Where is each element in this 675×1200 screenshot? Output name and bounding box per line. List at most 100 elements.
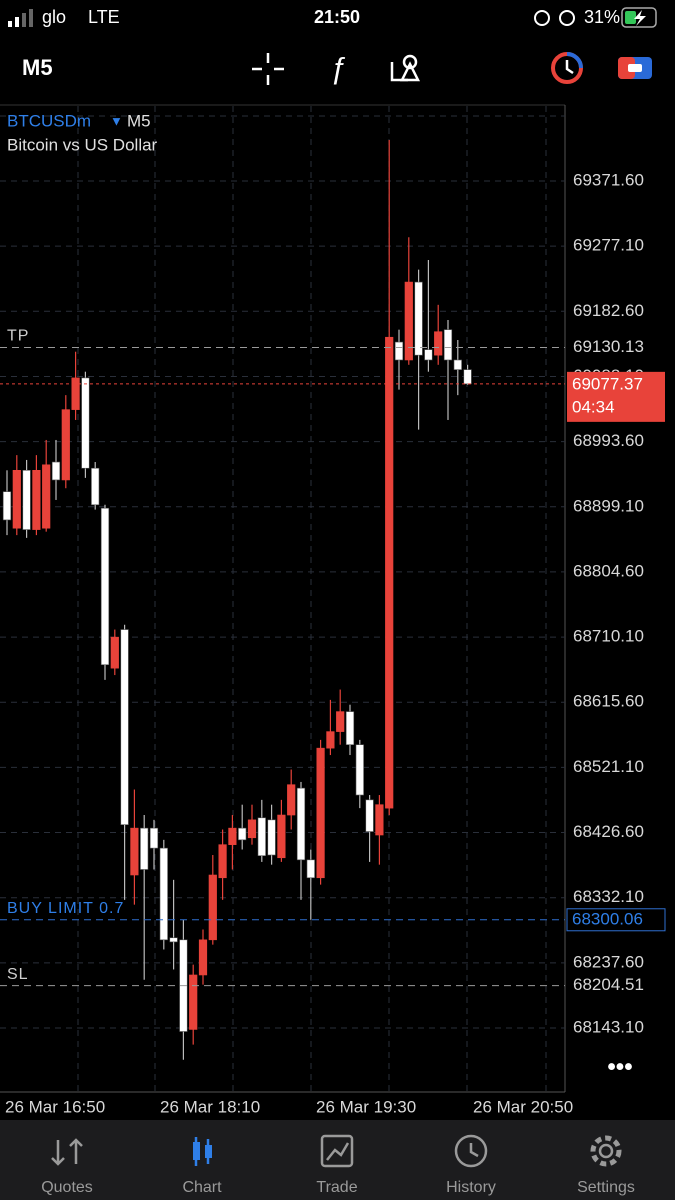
candle-body bbox=[355, 744, 364, 796]
candle-body bbox=[404, 281, 413, 361]
candle-body bbox=[110, 636, 119, 669]
candle-body bbox=[434, 331, 443, 356]
indicators-icon[interactable]: ƒ bbox=[330, 52, 347, 85]
symbol-dropdown[interactable]: ▼ bbox=[110, 113, 123, 128]
candle-body bbox=[130, 827, 139, 876]
candle-body bbox=[42, 464, 51, 529]
candle-body bbox=[169, 937, 178, 943]
candle-body bbox=[375, 804, 384, 836]
candle-body bbox=[189, 974, 198, 1030]
time-tick-label: 26 Mar 19:30 bbox=[316, 1097, 416, 1116]
buy-limit-label: BUY LIMIT 0.7 bbox=[7, 900, 124, 917]
price-tick-label: 68426.60 bbox=[573, 822, 644, 841]
nav-icons bbox=[51, 1134, 622, 1168]
candle-body bbox=[238, 827, 247, 841]
crosshair-icon[interactable] bbox=[252, 53, 284, 85]
price-tick-label: 68804.60 bbox=[573, 561, 644, 580]
nav-label[interactable]: History bbox=[446, 1179, 496, 1196]
candle-body bbox=[326, 731, 335, 749]
candle-body bbox=[2, 491, 12, 521]
candle-body bbox=[120, 629, 129, 825]
current-price: 69077.37 bbox=[572, 374, 643, 393]
current-price-box bbox=[567, 371, 665, 422]
tp-label: TP bbox=[7, 328, 29, 345]
candle-body bbox=[22, 469, 31, 530]
candle-body bbox=[81, 377, 90, 469]
candle-body bbox=[228, 827, 237, 845]
price-tick-label: 69371.60 bbox=[573, 170, 644, 189]
price-tick-label: 68237.60 bbox=[573, 952, 644, 971]
time-tick-label: 26 Mar 18:10 bbox=[160, 1097, 260, 1116]
candle-body bbox=[463, 369, 472, 385]
nav-label[interactable]: Chart bbox=[182, 1179, 222, 1196]
objects-icon[interactable] bbox=[390, 54, 421, 82]
time-tick-label: 26 Mar 16:50 bbox=[5, 1097, 105, 1116]
chart-icon[interactable] bbox=[193, 1137, 212, 1166]
price-tick-label: 69182.60 bbox=[573, 301, 644, 320]
battery-level bbox=[625, 11, 636, 24]
sl-price: 68204.51 bbox=[573, 975, 644, 994]
nav-label[interactable]: Trade bbox=[316, 1179, 357, 1196]
charging-icon bbox=[634, 10, 646, 26]
candle-body bbox=[287, 784, 296, 816]
trading-icon[interactable] bbox=[551, 52, 583, 84]
candle-body bbox=[316, 747, 325, 879]
candle-body bbox=[61, 409, 70, 481]
nav-bar bbox=[0, 1120, 675, 1200]
candle-body bbox=[12, 469, 21, 529]
status-bar: glo LTE 21:50 31% bbox=[8, 7, 657, 28]
trade-icon[interactable] bbox=[320, 1134, 354, 1168]
symbol-name[interactable]: BTCUSDm bbox=[7, 111, 91, 130]
bar-countdown: 04:34 bbox=[572, 397, 615, 416]
candle-body bbox=[91, 467, 100, 506]
price-tick-label: 68332.10 bbox=[573, 887, 644, 906]
alarm-icon bbox=[559, 10, 575, 26]
candle-body bbox=[277, 814, 286, 859]
candle-body bbox=[267, 819, 276, 856]
candle-body bbox=[51, 461, 61, 481]
price-tick-label: 68615.60 bbox=[573, 692, 644, 711]
candle-body bbox=[345, 711, 355, 746]
one-click-icon[interactable] bbox=[618, 57, 652, 79]
signal-bar bbox=[29, 9, 33, 27]
candle-body bbox=[394, 341, 404, 361]
battery bbox=[621, 7, 657, 28]
sl-price-bg bbox=[567, 974, 667, 997]
candle-body bbox=[296, 787, 306, 861]
buy-limit-price: 68300.06 bbox=[572, 909, 643, 928]
time-tick-label: 26 Mar 20:50 bbox=[473, 1097, 573, 1116]
timeframe-button[interactable]: M5 bbox=[22, 55, 53, 80]
sl-label: SL bbox=[7, 966, 29, 983]
chart-area bbox=[0, 104, 566, 1093]
signal-bar bbox=[8, 21, 12, 27]
candle-body bbox=[149, 827, 159, 849]
toolbar: M5 ƒ bbox=[22, 52, 652, 85]
nav-label[interactable]: Quotes bbox=[41, 1179, 93, 1196]
candle-body bbox=[100, 507, 110, 666]
quotes-icon[interactable] bbox=[51, 1138, 83, 1166]
candle-body bbox=[306, 859, 315, 879]
more-button[interactable]: ••• bbox=[607, 1053, 632, 1080]
price-tick-label: 68710.10 bbox=[573, 627, 644, 646]
price-tick-label: 68899.10 bbox=[573, 496, 644, 515]
signal-bar bbox=[15, 17, 19, 27]
candle-body bbox=[453, 359, 462, 370]
candle-body bbox=[32, 469, 41, 530]
history-icon[interactable] bbox=[454, 1134, 488, 1168]
price-tick-label: 68993.60 bbox=[573, 431, 644, 450]
signal-bar bbox=[22, 13, 26, 27]
nav-label[interactable]: Settings bbox=[577, 1179, 635, 1196]
settings-icon[interactable] bbox=[590, 1135, 622, 1167]
candle-body bbox=[336, 711, 345, 732]
price-tick-label: 68521.10 bbox=[573, 757, 644, 776]
candle-body bbox=[365, 799, 374, 832]
price-tick-label: 69277.10 bbox=[573, 236, 644, 255]
candle-body bbox=[385, 336, 394, 809]
carrier: glo bbox=[42, 7, 66, 27]
tp-price: 69130.13 bbox=[573, 337, 644, 356]
symbol-description: Bitcoin vs US Dollar bbox=[7, 135, 158, 154]
candle-body bbox=[443, 329, 453, 361]
candle-body bbox=[257, 817, 266, 857]
candle-body bbox=[198, 939, 208, 976]
